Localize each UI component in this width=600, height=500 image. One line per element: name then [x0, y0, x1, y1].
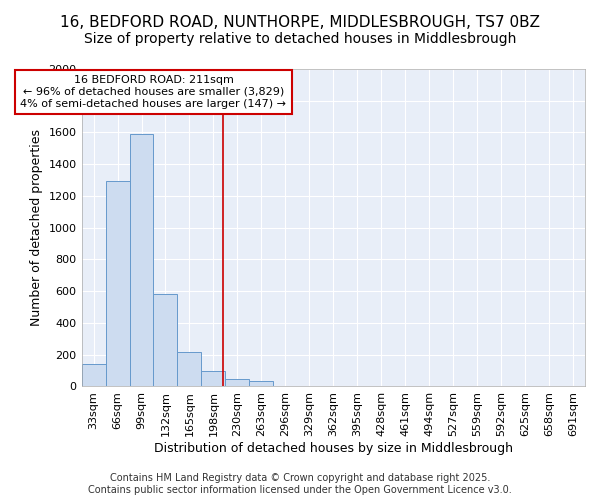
Bar [154, 294, 178, 386]
X-axis label: Distribution of detached houses by size in Middlesbrough: Distribution of detached houses by size … [154, 442, 513, 455]
Bar [82, 364, 106, 386]
Text: 16, BEDFORD ROAD, NUNTHORPE, MIDDLESBROUGH, TS7 0BZ: 16, BEDFORD ROAD, NUNTHORPE, MIDDLESBROU… [60, 15, 540, 30]
Text: Size of property relative to detached houses in Middlesbrough: Size of property relative to detached ho… [84, 32, 516, 46]
Y-axis label: Number of detached properties: Number of detached properties [30, 129, 43, 326]
Title: 16, BEDFORD ROAD, NUNTHORPE, MIDDLESBROUGH, TS7 0BZ
Size of property relative to: 16, BEDFORD ROAD, NUNTHORPE, MIDDLESBROU… [0, 499, 1, 500]
Bar [202, 370, 226, 386]
Text: Contains HM Land Registry data © Crown copyright and database right 2025.
Contai: Contains HM Land Registry data © Crown c… [88, 474, 512, 495]
Bar [250, 381, 274, 386]
Bar [178, 352, 202, 386]
Bar [106, 181, 130, 386]
Bar [130, 134, 154, 386]
Text: 16 BEDFORD ROAD: 211sqm
← 96% of detached houses are smaller (3,829)
4% of semi-: 16 BEDFORD ROAD: 211sqm ← 96% of detache… [20, 76, 286, 108]
Bar [226, 378, 250, 386]
